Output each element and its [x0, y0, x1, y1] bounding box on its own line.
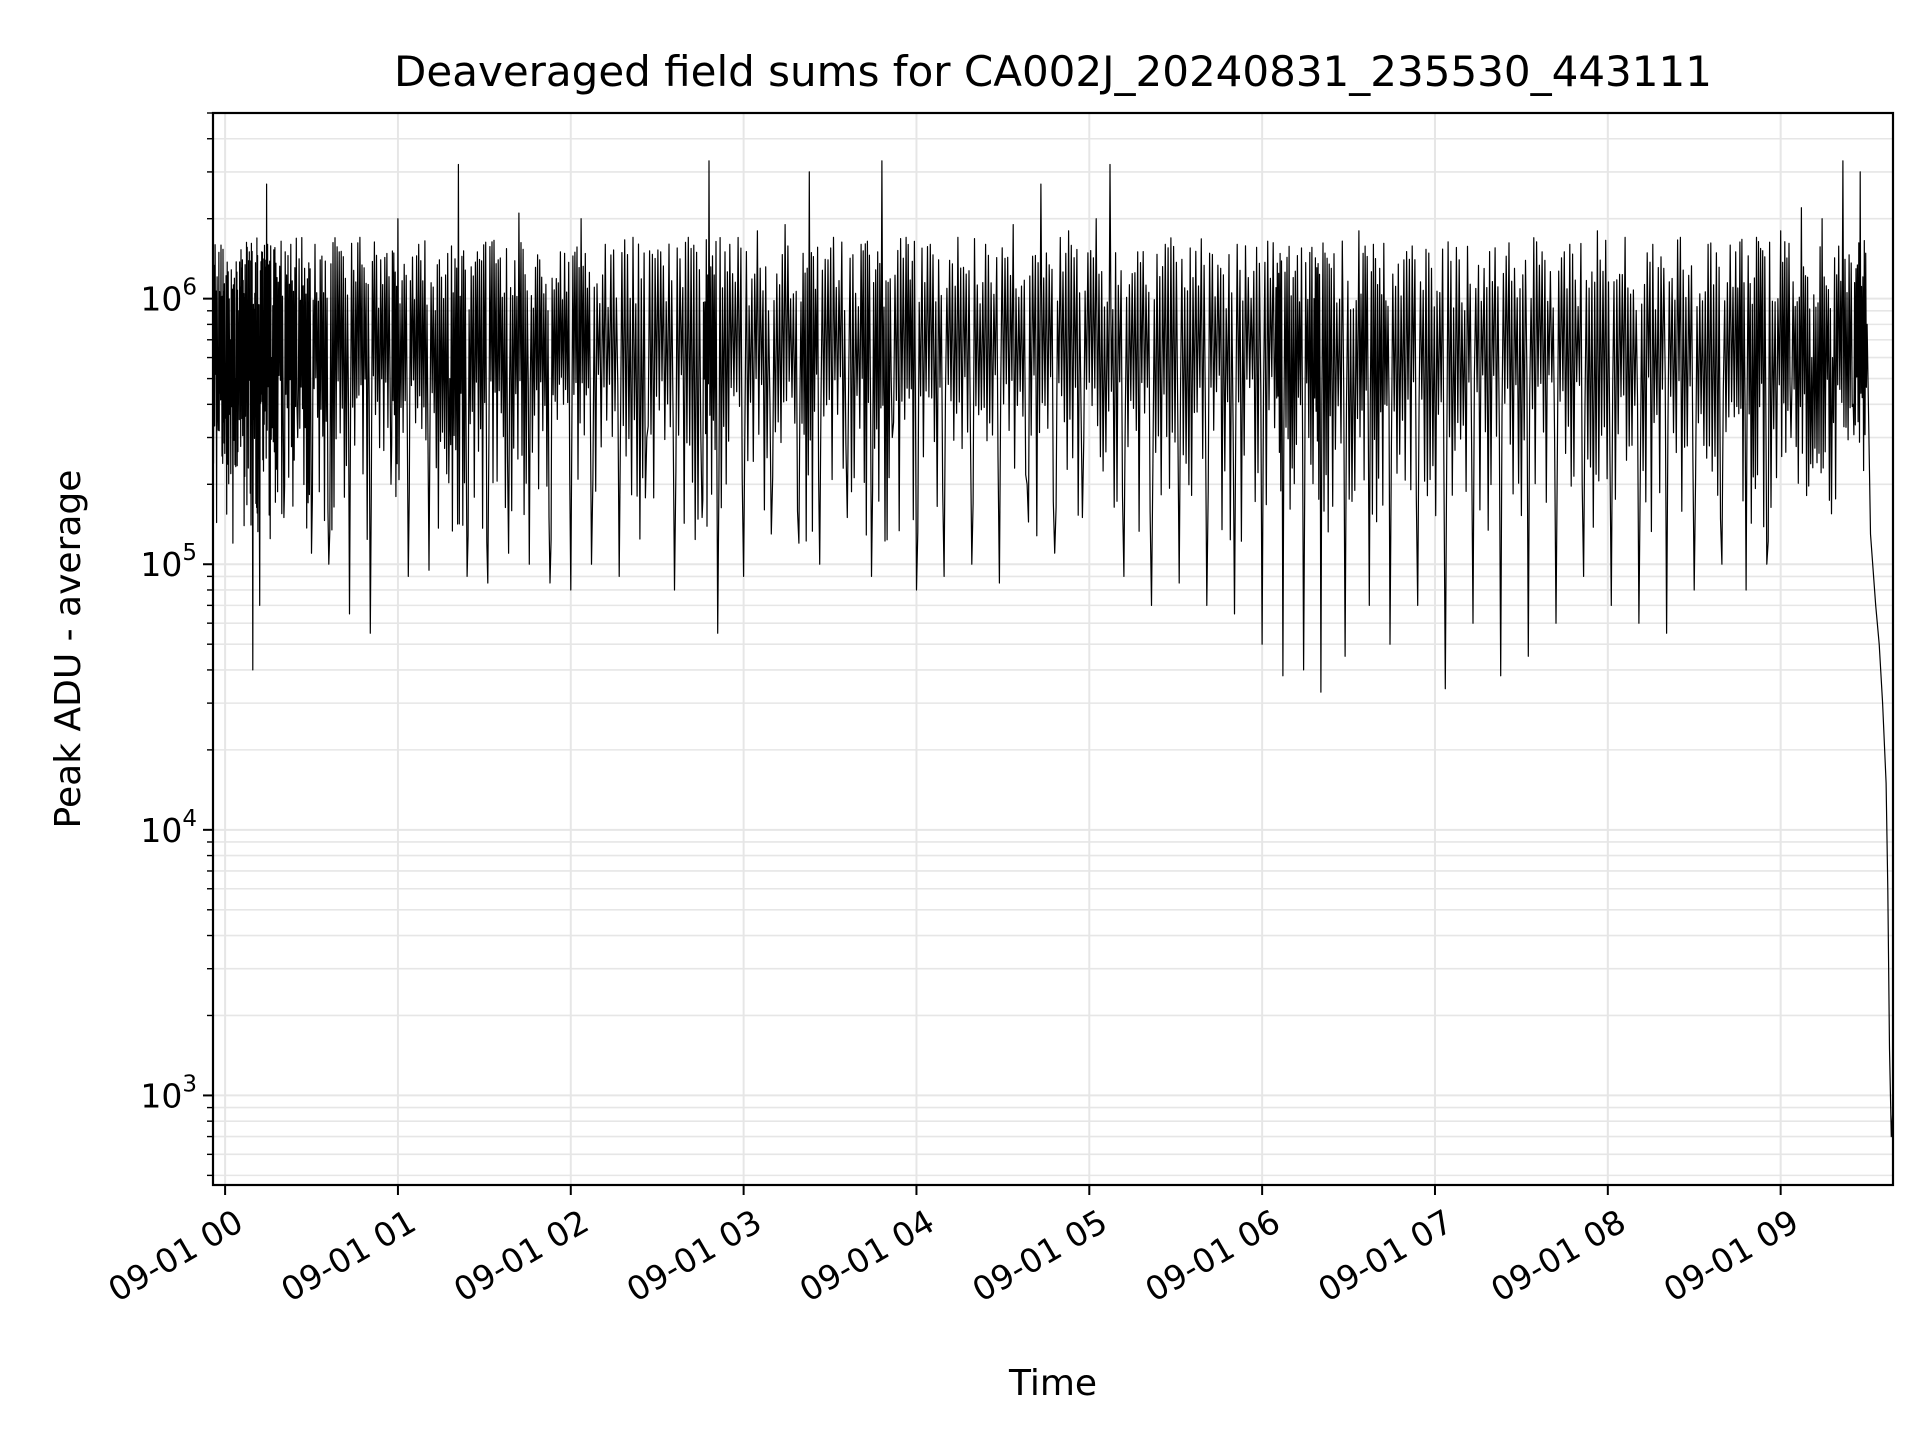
chart-title: Deaveraged field sums for CA002J_2024083… — [394, 47, 1712, 96]
y-tick-label: 104 — [140, 806, 197, 850]
y-tick-label: 105 — [140, 540, 197, 584]
y-tick-label: 106 — [140, 275, 197, 319]
data-series — [212, 160, 1894, 1138]
y-tick-label: 103 — [140, 1071, 197, 1115]
plot-frame — [211, 111, 1895, 1187]
x-axis-label: Time — [1008, 1363, 1097, 1404]
series-line — [212, 160, 1894, 1138]
y-axis-label: Peak ADU - average — [48, 470, 89, 829]
